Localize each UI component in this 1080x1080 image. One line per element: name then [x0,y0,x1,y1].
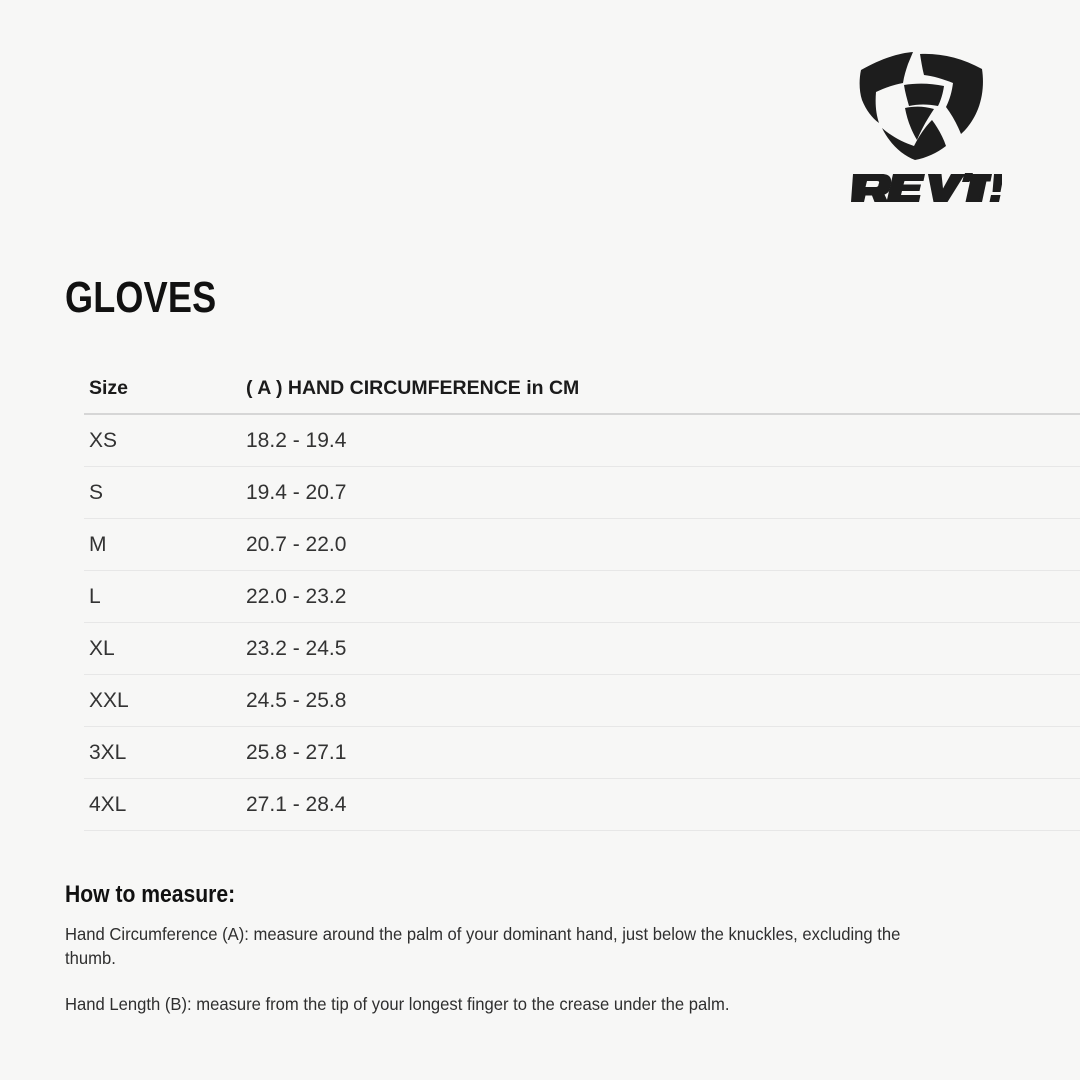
column-header-size: Size [89,377,129,399]
table-row: 4XL 27.1 - 28.4 22.4 - 22.8 [84,779,1080,831]
column-header-hand-length: ( B ) HAND LENGTH in CM [768,368,1080,414]
cell-size: S [89,480,104,504]
cell-size: L [89,584,101,608]
cell-size: XL [89,636,115,660]
cell-hand-circumference: 18.2 - 19.4 [246,428,347,452]
table-row: XXL 24.5 - 25.8 21.4 - 21.9 [84,675,1080,727]
cell-hand-circumference: 19.4 - 20.7 [246,480,347,504]
table-header: Size ( A ) HAND CIRCUMFERENCE in CM ( B … [84,368,1080,414]
cell-hand-circumference: 27.1 - 28.4 [246,792,347,816]
revit-wordmark [851,173,1002,202]
cell-size: 3XL [89,740,127,764]
cell-hand-length: 21.4 - 21.9 [768,675,1080,727]
cell-hand-circumference: 23.2 - 24.5 [246,636,347,660]
how-to-measure-paragraph-circumference: Hand Circumference (A): measure around t… [65,924,901,968]
cell-size: M [89,532,107,556]
cell-hand-length: 21.9 - 22.4 [768,727,1080,779]
column-header-hand-circumference: ( A ) HAND CIRCUMFERENCE in CM [246,377,580,399]
cell-hand-circumference: 20.7 - 22.0 [246,532,347,556]
revit-shield-icon [859,52,983,160]
cell-hand-length: 20.9 - 21.4 [768,623,1080,675]
table-row: S 19.4 - 20.7 19.4 - 19.9 [84,467,1080,519]
table-row: 3XL 25.8 - 27.1 21.9 - 22.4 [84,727,1080,779]
table-row: M 20.7 - 22.0 19.9 - 20.4 [84,519,1080,571]
cell-hand-length: 18.9 - 19.4 [768,414,1080,467]
table-row: XL 23.2 - 24.5 20.9 - 21.4 [84,623,1080,675]
cell-hand-length: 19.4 - 19.9 [768,467,1080,519]
how-to-measure-title: How to measure: [65,881,236,908]
page-title: GLOVES [65,273,217,323]
cell-size: XS [89,428,118,452]
cell-hand-length: 19.9 - 20.4 [768,519,1080,571]
brand-logo [842,52,1002,202]
table-header-row: Size ( A ) HAND CIRCUMFERENCE in CM ( B … [84,368,1080,414]
size-chart-table: Size ( A ) HAND CIRCUMFERENCE in CM ( B … [84,368,1080,831]
cell-hand-circumference: 25.8 - 27.1 [246,740,347,764]
cell-hand-length: 22.4 - 22.8 [768,779,1080,831]
cell-hand-circumference: 22.0 - 23.2 [246,584,347,608]
table-row: L 22.0 - 23.2 20.4 - 20.9 [84,571,1080,623]
table-row: XS 18.2 - 19.4 18.9 - 19.4 [84,414,1080,467]
table-body: XS 18.2 - 19.4 18.9 - 19.4 S 19.4 - 20.7… [84,414,1080,831]
cell-size: 4XL [89,792,127,816]
cell-hand-length: 20.4 - 20.9 [768,571,1080,623]
cell-size: XXL [89,688,129,712]
cell-hand-circumference: 24.5 - 25.8 [246,688,347,712]
how-to-measure-paragraph-length: Hand Length (B): measure from the tip of… [65,994,730,1014]
how-to-measure-section: How to measure: Hand Circumference (A): … [65,880,945,1016]
